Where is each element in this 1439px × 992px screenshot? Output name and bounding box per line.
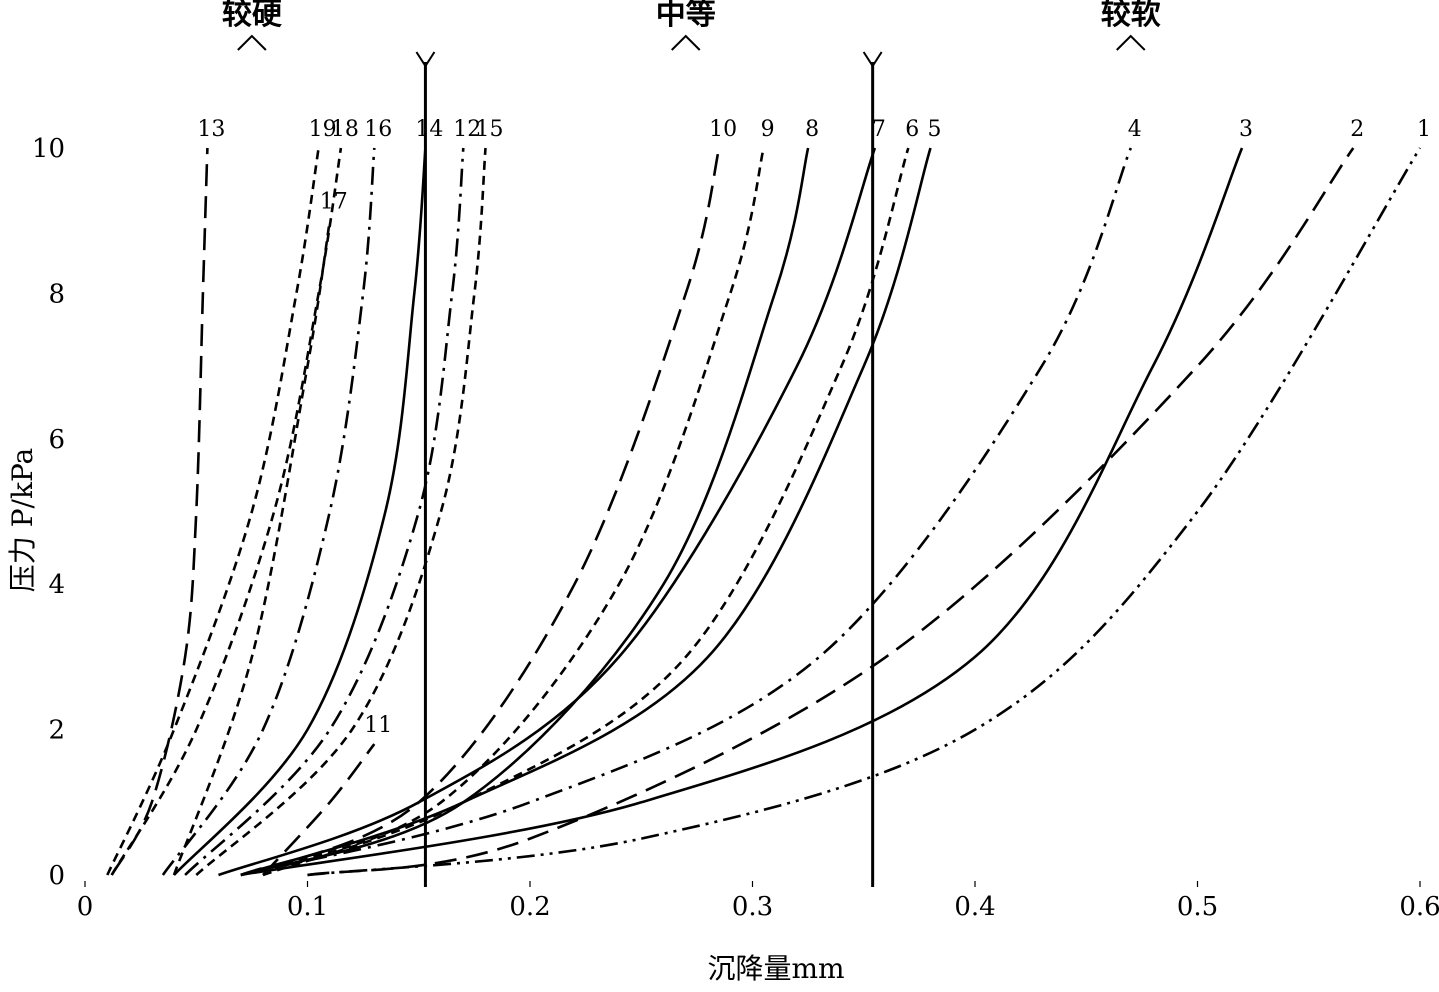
- axes: 0 0.1 0.2 0.3 0.4 0.5 0.6 0 2 4 6 8 10: [32, 51, 1439, 922]
- x-tick-label: 0.5: [1177, 892, 1218, 922]
- series-line-19: [106, 147, 320, 876]
- series-label: 5: [928, 117, 942, 142]
- series-label: 12: [453, 117, 481, 142]
- series-line-8: [240, 147, 810, 877]
- series-line-9: [240, 147, 765, 877]
- series-label: 4: [1128, 117, 1142, 142]
- series-label: 1: [1417, 117, 1431, 142]
- zone-label: 较硬: [222, 0, 283, 32]
- y-tick-label: 6: [48, 425, 65, 455]
- x-tick-label: 0.2: [509, 892, 550, 922]
- series-line-16: [161, 147, 376, 876]
- x-tick-label: 0: [77, 892, 94, 922]
- series-label: 7: [872, 117, 886, 142]
- y-tick-label: 8: [48, 279, 65, 309]
- series-line-12: [184, 147, 465, 876]
- series-label: 15: [476, 117, 504, 142]
- series-label: 9: [761, 117, 775, 142]
- zone-caret: [237, 34, 267, 51]
- series-line-1: [307, 147, 1422, 877]
- series-label: 19: [309, 117, 337, 142]
- series-label: 6: [905, 117, 919, 142]
- zone-caret: [671, 34, 701, 51]
- series-label: 13: [197, 117, 225, 142]
- series-line-11: [262, 743, 376, 876]
- y-tick-label: 4: [48, 570, 65, 600]
- reference-marker: [415, 51, 436, 68]
- series-line-14: [173, 147, 427, 876]
- x-tick-label: 0.1: [287, 892, 328, 922]
- series-label: 18: [331, 117, 359, 142]
- series-line-5: [240, 147, 932, 877]
- series-line-15: [195, 147, 487, 876]
- series-label: 2: [1350, 117, 1364, 142]
- series-line-4: [240, 147, 1133, 877]
- series-label: 3: [1239, 117, 1253, 142]
- x-tick-label: 0.6: [1399, 892, 1439, 922]
- curves: [106, 147, 1422, 877]
- series-line-7: [218, 147, 877, 877]
- series-label: 14: [415, 117, 443, 142]
- series-line-2: [307, 147, 1355, 877]
- series-line-3: [240, 147, 1244, 877]
- series-line-18: [110, 147, 343, 876]
- x-tick-label: 0.4: [954, 892, 995, 922]
- zone-caret: [1116, 34, 1146, 51]
- series-line-10: [240, 147, 721, 877]
- y-tick-label: 10: [32, 134, 65, 164]
- series-line-13: [110, 147, 209, 876]
- series-line-17: [172, 220, 332, 876]
- series-label: 11: [364, 713, 392, 738]
- series-label: 16: [364, 117, 392, 142]
- series-label: 17: [320, 190, 348, 215]
- reference-marker: [862, 51, 883, 68]
- series-line-6: [262, 147, 910, 877]
- y-tick-label: 2: [48, 716, 65, 746]
- x-tick-label: 0.3: [732, 892, 773, 922]
- zone-label: 中等: [656, 0, 716, 32]
- series-label: 10: [709, 117, 737, 142]
- y-axis-title: 压力 P/kPa: [6, 448, 39, 592]
- y-tick-label: 0: [48, 861, 65, 891]
- x-axis-title: 沉降量mm: [707, 952, 844, 985]
- series-label: 8: [805, 117, 819, 142]
- zone-label: 较软: [1101, 0, 1161, 32]
